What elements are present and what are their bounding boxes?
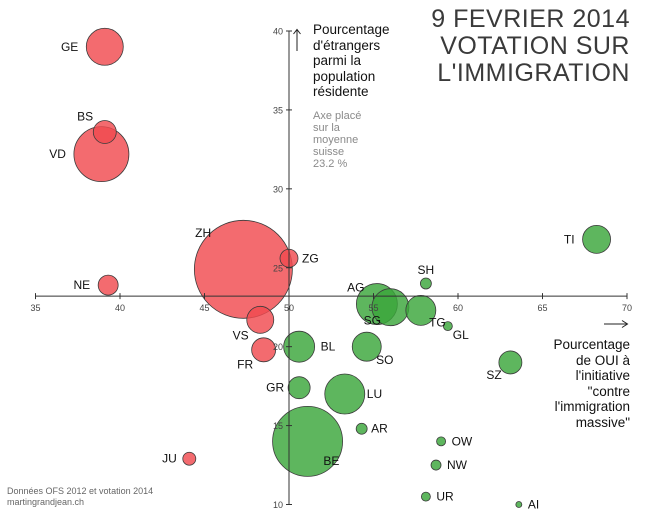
bubble-ar — [355, 422, 368, 435]
bubble-label-fr: FR — [237, 357, 253, 371]
axis-note-line: suisse — [313, 146, 345, 158]
axis-note: Axe placé sur la moyenne suisse 23.2 % — [313, 110, 393, 170]
title-line-1: 9 FEVRIER 2014 — [431, 5, 630, 33]
bubble-label-so: SO — [376, 353, 393, 367]
x-tick-label: 70 — [622, 303, 632, 313]
y-tick-label: 25 — [273, 263, 283, 273]
bubble-label-nw: NW — [447, 458, 468, 472]
axes-layer: 35 40 45 50 55 60 65 70 10 15 20 25 30 35 40 — [30, 27, 632, 511]
bubble-label-sg: SG — [364, 314, 381, 328]
y-tick-label: 30 — [273, 184, 283, 194]
bubble-gl — [442, 321, 453, 332]
x-axis-label-line: l'initiative — [575, 368, 630, 383]
bubble-label-lu: LU — [367, 387, 382, 401]
axis-note-line: Axe placé — [313, 110, 362, 122]
x-tick-label: 65 — [537, 303, 547, 313]
y-axis-label-line: Pourcentage — [313, 22, 390, 37]
bubble-label-ju: JU — [162, 452, 177, 466]
axis-note-line: 23.2 % — [313, 158, 348, 170]
arrow-right-icon — [604, 320, 629, 328]
bubble-ai — [515, 501, 523, 508]
bubble-bs — [92, 120, 117, 144]
bubble-label-zh: ZH — [195, 226, 211, 240]
y-tick-label: 35 — [273, 105, 283, 115]
x-axis-label-line: de OUI à — [575, 352, 630, 368]
bubble-ti — [582, 224, 611, 254]
bubble-sz — [498, 350, 523, 375]
arrow-up-icon — [293, 28, 301, 51]
y-tick-label: 15 — [273, 421, 283, 431]
bubble-label-gl: GL — [453, 328, 469, 342]
data-source-text: Données OFS 2012 et votation 2014 — [7, 486, 154, 496]
y-tick-label: 40 — [273, 27, 283, 37]
bubble-label-vs: VS — [233, 328, 249, 342]
bubble-ge — [85, 27, 124, 66]
bubble-zh — [193, 219, 293, 319]
x-axis-label-line: Pourcentage — [553, 337, 630, 352]
y-axis-label-line: d'étrangers — [313, 37, 381, 53]
author-site-text: martingrandjean.ch — [7, 497, 85, 507]
bubble-tg — [405, 294, 437, 326]
y-axis-label: Pourcentage d'étrangers parmi la populat… — [313, 22, 423, 100]
bubble-vs — [246, 305, 275, 334]
x-axis-label: Pourcentage de OUI à l'initiative "contr… — [553, 337, 630, 430]
x-tick-label: 45 — [199, 303, 209, 313]
axis-note-line: sur la — [313, 122, 340, 134]
bubble-be — [272, 405, 343, 477]
bubble-labels-layer: GE BS VD ZH ZG NE VS FR JU TI AG SH SG TG GL BL SO SZ GR LU… — [49, 40, 574, 512]
y-tick-label: 10 — [273, 500, 283, 510]
bubble-label-be: BE — [323, 454, 339, 468]
bubble-ow — [436, 436, 447, 447]
bubble-label-bs: BS — [77, 109, 93, 123]
x-tick-label: 60 — [453, 303, 463, 313]
bubble-label-ti: TI — [564, 232, 575, 246]
bubble-label-sh: SH — [418, 263, 435, 277]
bubble-ne — [97, 274, 119, 296]
bubble-label-ar: AR — [371, 422, 388, 436]
bubble-label-ai: AI — [528, 498, 539, 512]
bubble-label-ne: NE — [73, 278, 90, 292]
x-tick-label: 50 — [284, 303, 294, 313]
bubble-label-tg: TG — [429, 316, 446, 330]
y-axis-label-line: parmi la — [313, 53, 362, 68]
bubble-gr — [287, 376, 311, 400]
title-line-3: L'IMMIGRATION — [437, 59, 630, 87]
x-tick-label: 40 — [115, 303, 125, 313]
bubble-fr — [251, 337, 277, 363]
bubble-label-bl: BL — [321, 340, 336, 354]
bubble-label-sz: SZ — [486, 368, 501, 382]
x-tick-label: 35 — [30, 303, 40, 313]
chart-title: 9 FEVRIER 2014 VOTATION SUR L'IMMIGRATIO… — [431, 6, 630, 87]
title-line-2: VOTATION SUR — [440, 32, 630, 60]
bubble-label-ur: UR — [436, 490, 454, 504]
bubble-label-vd: VD — [49, 147, 66, 161]
x-axis-label-line: l'immigration — [554, 399, 630, 414]
bubble-label-gr: GR — [266, 381, 284, 395]
x-tick-label: 55 — [368, 303, 378, 313]
y-axis-label-line: population — [313, 68, 376, 84]
y-axis-label-line: résidente — [313, 84, 369, 99]
bubble-label-ge: GE — [61, 40, 78, 54]
bubble-lu — [324, 373, 366, 415]
credits: Données OFS 2012 et votation 2014 martin… — [7, 486, 153, 508]
bubble-so — [351, 331, 382, 362]
y-tick-label: 20 — [273, 342, 283, 352]
x-axis-label-line: massive" — [575, 414, 630, 430]
x-axis-label-line: "contre — [587, 383, 630, 399]
axis-note-line: moyenne — [313, 134, 359, 146]
bubble-bl — [283, 330, 316, 363]
bubble-label-ow: OW — [452, 434, 473, 448]
bubble-ur — [420, 491, 431, 502]
bubble-sh — [419, 277, 432, 290]
bubble-label-ag: AG — [347, 281, 364, 295]
bubbles-layer — [73, 27, 611, 508]
bubble-label-zg: ZG — [302, 251, 319, 265]
bubble-nw — [430, 459, 442, 471]
bubble-ju — [182, 451, 197, 466]
